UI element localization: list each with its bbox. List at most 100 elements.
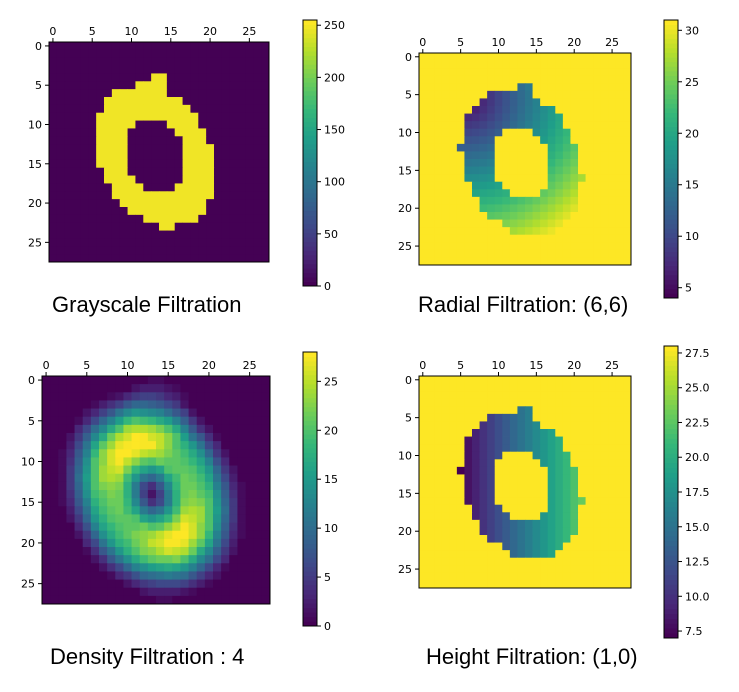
heatmap-cell (111, 97, 121, 106)
heatmap-cell (449, 181, 458, 190)
heatmap-cell (180, 547, 189, 556)
colorbar-segment (664, 200, 678, 206)
heatmap-cell (245, 183, 254, 192)
heatmap-cell (464, 106, 473, 114)
heatmap-cell (123, 522, 132, 532)
heatmap-cell (456, 512, 465, 521)
heatmap-cell (487, 143, 496, 152)
heatmap-cell (472, 482, 480, 490)
colorbar-segment (303, 388, 317, 394)
colorbar-segment (303, 232, 317, 238)
heatmap-cell (494, 234, 503, 243)
heatmap-cell (615, 196, 624, 205)
heatmap-cell (525, 136, 533, 145)
heatmap-cell (80, 183, 89, 192)
heatmap-cell (156, 579, 165, 589)
heatmap-cell (540, 60, 549, 69)
heatmap-cell (127, 112, 136, 121)
heatmap-cell (74, 530, 84, 540)
heatmap-cell (464, 474, 473, 483)
heatmap-cell (494, 98, 503, 107)
heatmap-cell (456, 527, 465, 536)
heatmap-cell (156, 547, 165, 556)
heatmap-cell (525, 459, 533, 468)
heatmap-cell (570, 212, 579, 220)
heatmap-cell (229, 144, 238, 153)
heatmap-cell (570, 249, 579, 258)
heatmap-cell (74, 457, 84, 466)
heatmap-cell (555, 413, 564, 422)
heatmap-cell (464, 60, 473, 69)
heatmap-cell (479, 136, 488, 145)
heatmap-cell (456, 459, 465, 468)
x-tick-label: 25 (243, 359, 257, 372)
heatmap-cell (441, 398, 450, 407)
heatmap-cell (562, 527, 571, 536)
heatmap-cell (74, 514, 84, 523)
colorbar-segment (664, 350, 678, 357)
heatmap-cell (600, 189, 609, 198)
heatmap-cell (82, 384, 92, 393)
heatmap-cell (90, 522, 100, 532)
heatmap-cell (608, 166, 617, 175)
heatmap-cell (82, 465, 92, 475)
heatmap-cell (245, 49, 254, 59)
heatmap-cell (578, 550, 586, 559)
heatmap-cell (494, 204, 503, 213)
heatmap-cell (261, 136, 270, 145)
heatmap-cell (540, 159, 549, 167)
heatmap-cell (72, 120, 81, 129)
heatmap-cell (180, 449, 189, 458)
heatmap-cell (600, 519, 609, 528)
colorbar-segment (664, 172, 678, 178)
heatmap-cell (487, 550, 496, 559)
heatmap-cell (135, 112, 144, 121)
heatmap-cell (115, 465, 124, 475)
heatmap-cell (261, 207, 270, 216)
heatmap-cell (253, 136, 262, 145)
heatmap-cell (585, 391, 594, 400)
heatmap-cell (494, 429, 503, 437)
heatmap-cell (502, 113, 511, 122)
heatmap-cell (139, 457, 149, 466)
heatmap-cell (456, 189, 465, 198)
heatmap-cell (456, 204, 465, 213)
heatmap-cell (509, 106, 518, 114)
colorbar-segment (664, 346, 678, 352)
heatmap-cell (441, 572, 450, 581)
heatmap-cell (426, 106, 435, 114)
heatmap-cell (135, 207, 144, 216)
heatmap-cell (229, 81, 238, 90)
colorbar-segment (664, 177, 678, 183)
heatmap-cell (540, 376, 549, 384)
heatmap-cell (119, 57, 128, 66)
heatmap-cell (585, 242, 594, 251)
heatmap-cell (555, 421, 564, 430)
heatmap-cell (593, 519, 602, 528)
heatmap-cell (623, 527, 632, 536)
heatmap-cell (182, 65, 191, 74)
heatmap-cell (229, 416, 238, 426)
heatmap-cell (96, 89, 105, 98)
heatmap-cell (237, 230, 246, 239)
heatmap-cell (449, 572, 458, 581)
heatmap-cell (502, 429, 511, 437)
heatmap-cell (555, 174, 564, 183)
colorbar-segment (664, 599, 678, 605)
colorbar-segment (303, 584, 317, 590)
heatmap-cell (107, 473, 116, 483)
heatmap-cell (206, 104, 215, 114)
heatmap-cell (532, 550, 541, 559)
heatmap-cell (593, 219, 602, 228)
heatmap-cell (90, 498, 100, 507)
heatmap-cell (64, 183, 73, 192)
heatmap-cell (419, 121, 427, 130)
heatmap-cell (449, 565, 458, 574)
heatmap-cell (456, 429, 465, 437)
heatmap-cell (494, 249, 503, 258)
heatmap-cell (151, 136, 160, 145)
heatmap-cell (578, 565, 586, 574)
heatmap-cell (221, 506, 230, 515)
heatmap-cell (253, 441, 263, 450)
colorbar-segment (303, 37, 317, 43)
